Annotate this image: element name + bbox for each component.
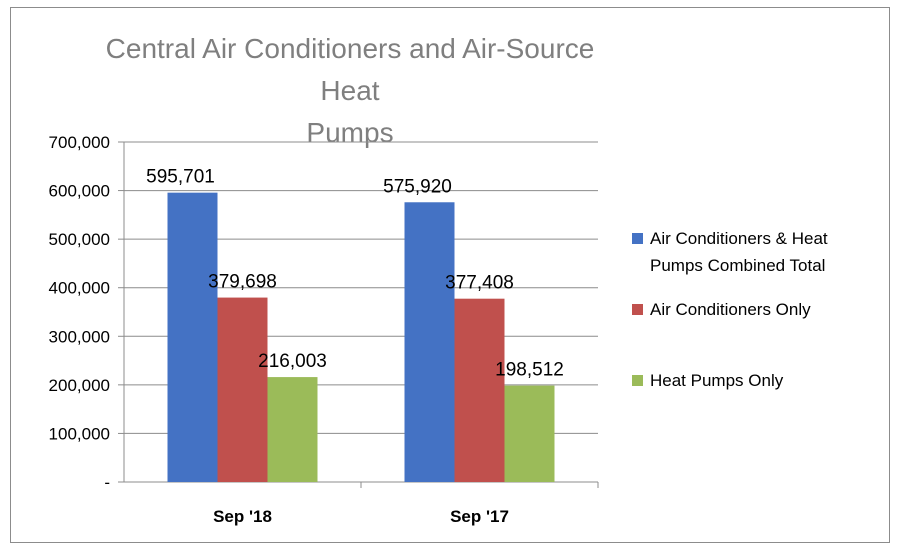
bar: [504, 385, 555, 482]
legend: Air Conditioners & Heat Pumps Combined To…: [632, 229, 828, 390]
y-tick-label: 500,000: [49, 230, 110, 249]
x-category-label: Sep '18: [213, 507, 272, 526]
data-label: 595,701: [146, 167, 215, 188]
legend-label: Pumps Combined Total: [650, 256, 825, 275]
bar: [217, 297, 268, 482]
bars: [167, 192, 555, 482]
data-label: 377,408: [445, 273, 514, 294]
x-category-label: Sep '17: [450, 507, 509, 526]
axes: - 100,000 200,000 300,000 400,000 500,000 600,…: [49, 133, 599, 526]
y-tick-label: 100,000: [49, 424, 110, 443]
legend-label: Heat Pumps Only: [650, 371, 784, 390]
bar: [404, 202, 455, 482]
y-tick-label: 400,000: [49, 279, 110, 298]
y-tick-label: 200,000: [49, 376, 110, 395]
legend-label: Air Conditioners Only: [650, 300, 811, 319]
y-tick-label: 700,000: [49, 133, 110, 152]
legend-label: Air Conditioners & Heat: [650, 229, 828, 248]
y-tick-label: 300,000: [49, 327, 110, 346]
bar: [267, 377, 318, 482]
legend-swatch: [632, 375, 643, 386]
y-tick-label: 600,000: [49, 182, 110, 201]
y-tick-label: -: [104, 473, 110, 492]
chart-title: Central Air Conditioners and Air-Source …: [100, 28, 600, 154]
data-label: 379,698: [208, 272, 277, 293]
data-labels: 595,701 379,698 216,003 575,920 377,408 198,5…: [146, 167, 564, 381]
chart-title-line-1: Central Air Conditioners and Air-Source …: [105, 33, 595, 106]
legend-swatch: [632, 304, 643, 315]
data-label: 216,003: [258, 351, 327, 372]
legend-swatch: [632, 233, 643, 244]
bar: [167, 192, 218, 482]
data-label: 575,920: [383, 176, 452, 197]
chart-title-line-2: Pumps: [306, 117, 394, 148]
bar: [454, 298, 505, 482]
data-label: 198,512: [495, 360, 564, 381]
